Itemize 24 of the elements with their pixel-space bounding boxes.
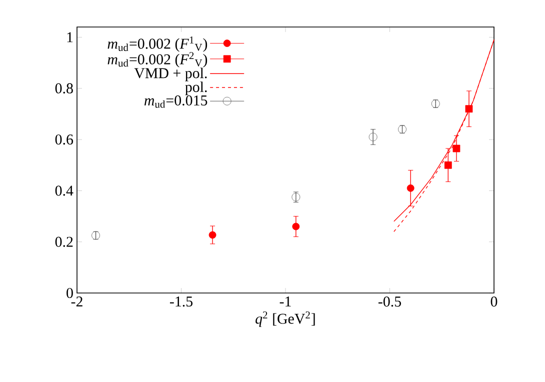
legend-label: m$_{ud}$=0.002 (F$^{2}$$_{V}$) xyxy=(108,52,208,68)
y-tick-label: 0.2 xyxy=(55,236,73,247)
y-tick-label: 1 xyxy=(67,32,73,42)
point xyxy=(368,132,378,142)
x-tick-label: 0 xyxy=(490,296,498,307)
legend-label: m$_{ud}$=0.015 xyxy=(144,95,208,108)
y-tick-label: 0 xyxy=(66,288,73,298)
x-tick-label: -1.5 xyxy=(170,296,192,307)
point xyxy=(465,105,473,113)
point xyxy=(452,144,460,152)
legend-label: m$_{ud}$=0.002 (F$^{1}$$_{V}$) xyxy=(108,36,208,52)
point xyxy=(292,222,300,230)
x-axis-title: q$^{2}$ [GeV$^{2}$] xyxy=(256,312,315,327)
x-tick-label: -2 xyxy=(71,296,82,306)
x-tick-label: -0.5 xyxy=(378,296,401,307)
y-tick-label: 0.4 xyxy=(55,186,74,196)
y-tick-label: 0.6 xyxy=(55,134,74,145)
legend-label: VMD + pol. xyxy=(134,68,207,82)
x-tick-label: -1 xyxy=(280,296,291,306)
legend-label: pol. xyxy=(185,82,207,96)
point xyxy=(406,184,414,192)
y-tick-label: 0.8 xyxy=(55,83,73,94)
point xyxy=(208,231,216,239)
point xyxy=(444,161,452,169)
